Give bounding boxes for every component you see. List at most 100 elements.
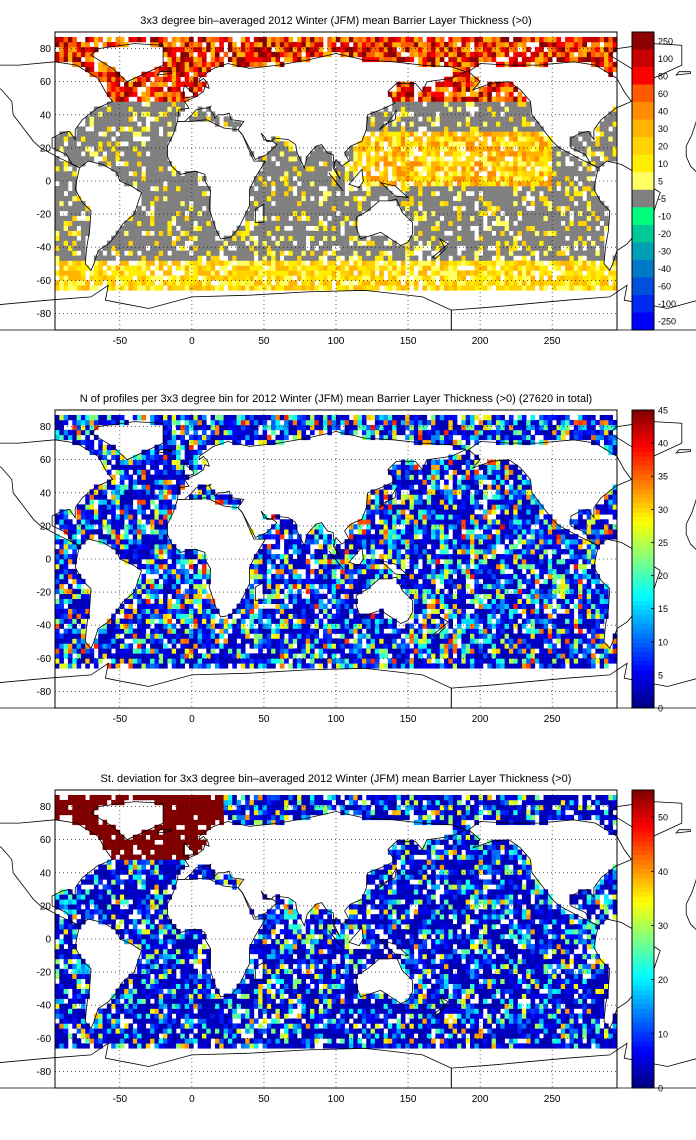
heatmap-cell	[145, 648, 151, 654]
heatmap-cell	[560, 643, 566, 649]
heatmap-cell	[431, 156, 436, 162]
heatmap-cell	[422, 270, 428, 276]
heatmap-cell	[119, 176, 125, 182]
heatmap-cell	[336, 46, 341, 53]
heatmap-cell	[206, 220, 211, 226]
heatmap-cell	[547, 156, 553, 162]
heatmap-cell	[526, 285, 531, 291]
heatmap-cell	[163, 270, 168, 276]
heatmap-cell	[197, 663, 203, 669]
heatmap-cell	[154, 76, 160, 82]
heatmap-cell	[323, 285, 328, 291]
heatmap-cell	[176, 663, 181, 669]
heatmap-cell	[119, 260, 125, 266]
heatmap-cell	[444, 131, 449, 137]
heatmap-cell	[405, 663, 410, 669]
heatmap-cell	[409, 245, 415, 251]
heatmap-cell	[478, 220, 484, 226]
heatmap-cell	[543, 648, 549, 654]
heatmap-cell	[314, 41, 319, 48]
heatmap-cell	[470, 270, 475, 276]
heatmap-cell	[543, 156, 549, 162]
heatmap-cell	[470, 653, 475, 659]
heatmap-cell	[98, 146, 103, 152]
heatmap-cell	[154, 285, 160, 291]
heatmap-cell	[197, 66, 203, 73]
heatmap-cell	[418, 190, 423, 197]
heatmap-cell	[504, 653, 510, 659]
heatmap-cell	[279, 270, 285, 276]
heatmap-cell	[508, 663, 514, 669]
heatmap-cell	[521, 41, 527, 48]
heatmap-cell	[591, 181, 596, 187]
heatmap-cell	[292, 181, 298, 187]
heatmap-cell	[517, 663, 523, 669]
heatmap-cell	[266, 220, 272, 226]
heatmap-cell	[253, 36, 259, 43]
heatmap-cell	[154, 225, 160, 231]
heatmap-cell	[534, 51, 540, 58]
heatmap-cell	[379, 176, 384, 182]
heatmap-cell	[305, 643, 311, 649]
heatmap-cell	[98, 280, 103, 286]
heatmap-cell	[124, 81, 129, 87]
heatmap-cell	[418, 215, 423, 222]
heatmap-cell	[547, 141, 553, 147]
heatmap-cell	[400, 41, 406, 48]
heatmap-cell	[495, 638, 501, 644]
heatmap-cell	[258, 190, 263, 197]
heatmap-cell	[495, 51, 501, 58]
heatmap-cell	[396, 136, 402, 142]
heatmap-cell	[448, 275, 454, 281]
heatmap-cell	[422, 225, 428, 231]
heatmap-cell	[470, 96, 475, 102]
heatmap-cell	[284, 653, 289, 659]
heatmap-cell	[465, 658, 471, 664]
heatmap-cell	[124, 245, 129, 251]
heatmap-cell	[513, 56, 518, 63]
heatmap-cell	[288, 146, 294, 152]
heatmap-cell	[426, 260, 432, 266]
heatmap-cell	[331, 210, 337, 217]
heatmap-cell	[591, 225, 596, 231]
heatmap-cell	[55, 166, 60, 172]
heatmap-cell	[526, 116, 531, 122]
heatmap-cell	[452, 265, 458, 271]
heatmap-cell	[271, 658, 276, 664]
heatmap-cell	[452, 176, 458, 182]
heatmap-cell	[361, 166, 367, 172]
heatmap-cell	[128, 643, 134, 649]
heatmap-cell	[461, 260, 466, 266]
heatmap-cell	[327, 36, 332, 43]
heatmap-cell	[547, 205, 553, 212]
heatmap-cell	[180, 190, 185, 197]
heatmap-cell	[284, 220, 289, 226]
heatmap-cell	[582, 653, 588, 659]
heatmap-cell	[189, 265, 194, 271]
heatmap-cell	[348, 51, 354, 58]
heatmap-cell	[128, 176, 134, 182]
heatmap-cell	[487, 200, 492, 207]
heatmap-cell	[383, 185, 389, 192]
heatmap-cell	[474, 111, 479, 117]
heatmap-cell	[452, 225, 458, 231]
heatmap-cell	[184, 260, 190, 266]
heatmap-cell	[487, 220, 492, 226]
heatmap-cell	[426, 275, 432, 281]
heatmap-cell	[210, 260, 216, 266]
heatmap-cell	[504, 86, 510, 92]
heatmap-cell	[465, 66, 471, 73]
heatmap-cell	[582, 663, 588, 669]
heatmap-cell	[565, 270, 570, 276]
heatmap-cell	[552, 205, 557, 212]
heatmap-cell	[526, 235, 531, 241]
heatmap-cell	[547, 280, 553, 286]
heatmap-cell	[556, 176, 562, 182]
heatmap-cell	[145, 225, 151, 231]
heatmap-cell	[457, 116, 462, 122]
heatmap-cell	[457, 156, 462, 162]
heatmap-cell	[145, 255, 151, 261]
heatmap-cell	[504, 116, 510, 122]
heatmap-cell	[534, 56, 540, 63]
heatmap-cell	[210, 270, 216, 276]
